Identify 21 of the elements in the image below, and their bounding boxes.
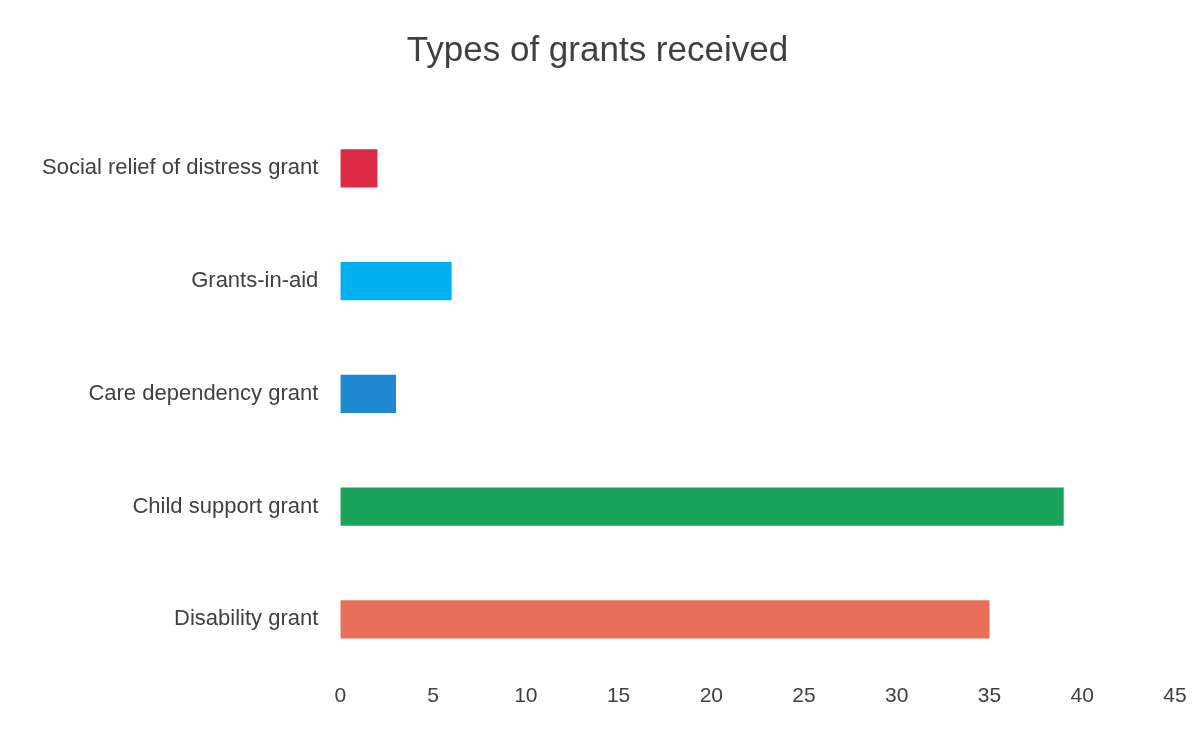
x-tick-label: 0 [334, 683, 347, 707]
x-tick-label: 15 [606, 683, 631, 707]
x-tick-label: 45 [1163, 683, 1187, 707]
y-tick-label: Grants-in-aid [191, 267, 319, 293]
x-tick-label: 5 [427, 683, 439, 707]
x-tick-label: 10 [514, 683, 538, 707]
x-tick-label: 40 [1070, 683, 1094, 707]
x-tick-label: 35 [977, 683, 1002, 707]
y-tick-label: Care dependency grant [88, 379, 319, 405]
bar [340, 261, 452, 301]
chart-title: Types of grants received [406, 28, 789, 68]
y-tick-label: Child support grant [132, 492, 319, 518]
bar [340, 149, 378, 188]
x-tick-label: 30 [885, 683, 909, 707]
y-tick-label: Disability grant [174, 605, 319, 631]
y-tick-label: Social relief of distress grant [42, 154, 319, 180]
bar [340, 374, 396, 414]
bar [340, 487, 1064, 526]
x-tick-label: 20 [699, 683, 723, 707]
bar [340, 600, 990, 639]
x-tick-label: 25 [792, 683, 816, 707]
